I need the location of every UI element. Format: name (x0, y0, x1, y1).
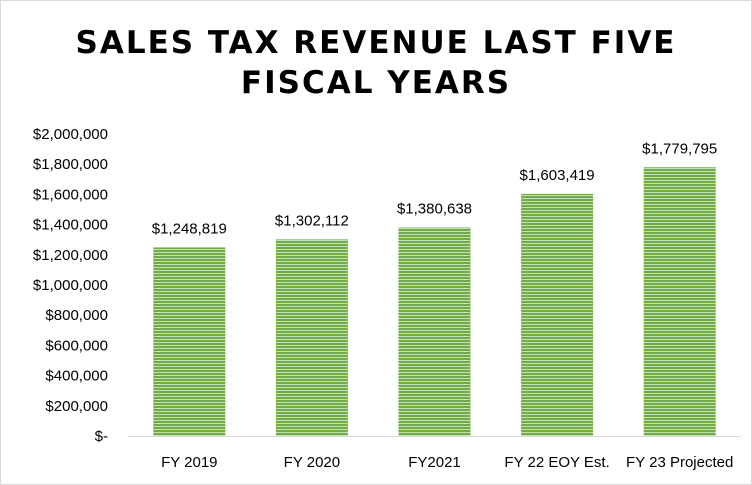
y-tick-label: $1,800,000 (33, 156, 108, 173)
y-tick-label: $- (95, 428, 108, 445)
y-tick-label: $1,000,000 (33, 277, 108, 294)
data-label: $1,603,419 (520, 167, 595, 184)
data-label: $1,380,638 (397, 201, 472, 218)
y-axis: $- $200,000 $400,000 $600,000 $800,000 $1,000… (33, 126, 108, 445)
x-tick-label: FY2021 (408, 454, 461, 471)
chart-frame: SALES TAX REVENUE LAST FIVE FISCAL YEARS… (0, 0, 752, 485)
y-tick-label: $1,600,000 (33, 186, 108, 203)
bar (153, 247, 225, 436)
data-label: $1,248,819 (152, 220, 227, 237)
x-tick-label: FY 23 Projected (626, 454, 733, 471)
x-tick-label: FY 22 EOY Est. (504, 454, 609, 471)
data-label: $1,779,795 (642, 140, 717, 157)
x-tick-label: FY 2020 (284, 454, 340, 471)
y-tick-label: $600,000 (45, 337, 108, 354)
y-tick-label: $1,400,000 (33, 217, 108, 234)
chart-plot: $- $200,000 $400,000 $600,000 $800,000 $1,000… (1, 1, 751, 484)
x-axis: FY 2019 FY 2020 FY2021 FY 22 EOY Est. FY 23 … (128, 437, 741, 472)
bar (644, 167, 716, 436)
x-tick-label: FY 2019 (161, 454, 217, 471)
y-tick-label: $1,200,000 (33, 247, 108, 264)
bar (276, 239, 348, 436)
bar-series: $1,248,819 $1,302,112 $1,380,638 $1,603,419… (152, 140, 717, 436)
y-tick-label: $800,000 (45, 307, 108, 324)
bar (399, 228, 471, 436)
data-label: $1,302,112 (275, 212, 349, 229)
y-tick-label: $400,000 (45, 368, 108, 385)
y-tick-label: $2,000,000 (33, 126, 108, 143)
bar (521, 194, 593, 436)
y-tick-label: $200,000 (45, 398, 108, 415)
